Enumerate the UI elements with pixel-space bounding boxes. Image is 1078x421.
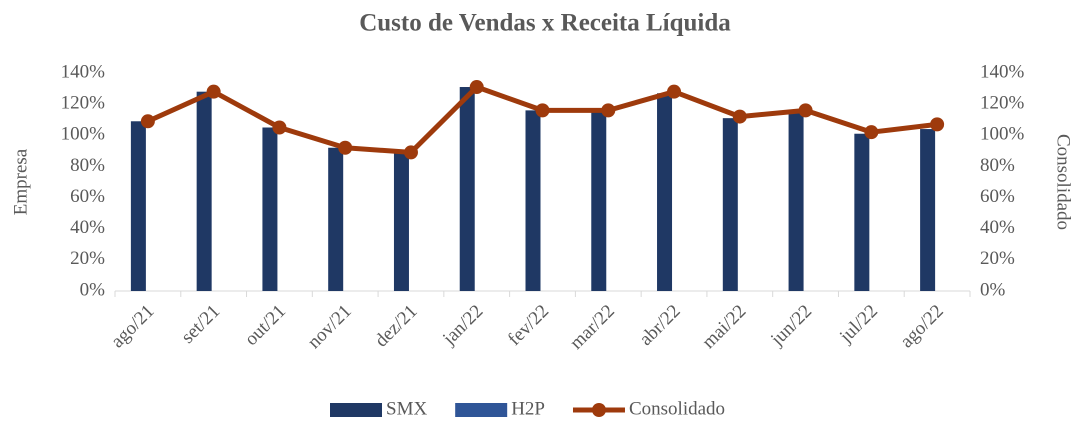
y-tick-label: 20% <box>70 248 105 269</box>
y-tick-label: 120% <box>61 93 106 114</box>
x-tick-label: nov/21 <box>304 301 356 353</box>
bar <box>393 152 409 291</box>
legend-label: Consolidado <box>629 398 725 419</box>
bar <box>657 93 673 291</box>
x-tick-label: mai/22 <box>698 301 750 353</box>
line-marker <box>798 103 813 118</box>
bar <box>788 111 804 291</box>
y-tick-label: 40% <box>70 217 105 238</box>
bar <box>525 110 541 291</box>
bar <box>722 118 738 292</box>
y-tick-label: 80% <box>70 155 105 176</box>
y-tick-label: 140% <box>61 61 106 82</box>
x-tick-label: jul/22 <box>835 301 882 348</box>
y2-tick-label: 0% <box>980 279 1006 300</box>
line-marker <box>338 140 353 155</box>
x-tick-label: ago/21 <box>107 301 158 352</box>
y2-tick-label: 20% <box>980 248 1015 269</box>
line-marker <box>272 120 287 135</box>
legend-label: H2P <box>511 398 545 419</box>
x-tick-label: jun/22 <box>766 301 816 351</box>
y2-tick-label: 100% <box>980 124 1025 145</box>
x-tick-label: jan/22 <box>438 301 487 350</box>
legend-swatch <box>455 403 508 417</box>
bar <box>328 147 344 291</box>
bar <box>920 129 936 291</box>
y2-axis-title: Consolidado <box>1053 134 1074 230</box>
legend-label: SMX <box>386 398 427 419</box>
legend-marker <box>591 403 606 417</box>
x-tick-label: out/21 <box>241 301 290 350</box>
line-marker <box>601 103 616 118</box>
line-marker <box>140 114 155 129</box>
y-tick-label: 0% <box>80 279 106 300</box>
bar <box>196 91 212 291</box>
line-marker <box>732 109 747 124</box>
line-marker <box>535 103 550 118</box>
x-tick-label: fev/22 <box>504 301 553 350</box>
x-tick-label: dez/21 <box>371 301 422 352</box>
line-marker <box>930 117 945 132</box>
line-marker <box>667 84 682 99</box>
bar <box>459 87 475 291</box>
line-marker <box>206 84 221 99</box>
line-marker <box>469 80 484 95</box>
y-tick-label: 100% <box>61 124 106 145</box>
chart-title: Custo de Vendas x Receita Líquida <box>359 10 731 37</box>
y-axis-title: Empresa <box>10 148 31 215</box>
bar <box>591 111 607 291</box>
bar <box>262 127 278 291</box>
x-tick-label: abr/22 <box>635 301 684 350</box>
line-marker <box>403 145 418 160</box>
bar <box>130 121 146 292</box>
x-tick-label: ago/22 <box>896 301 947 352</box>
x-tick-label: mar/22 <box>566 301 619 354</box>
legend-swatch <box>330 403 382 417</box>
bar <box>854 133 870 291</box>
y2-tick-label: 80% <box>980 155 1015 176</box>
y2-tick-label: 40% <box>980 217 1015 238</box>
y2-tick-label: 140% <box>980 61 1025 82</box>
y2-tick-label: 120% <box>980 93 1025 114</box>
y2-tick-label: 60% <box>980 186 1015 207</box>
x-tick-label: set/21 <box>177 301 224 348</box>
line-marker <box>864 125 879 140</box>
y-tick-label: 60% <box>70 186 105 207</box>
